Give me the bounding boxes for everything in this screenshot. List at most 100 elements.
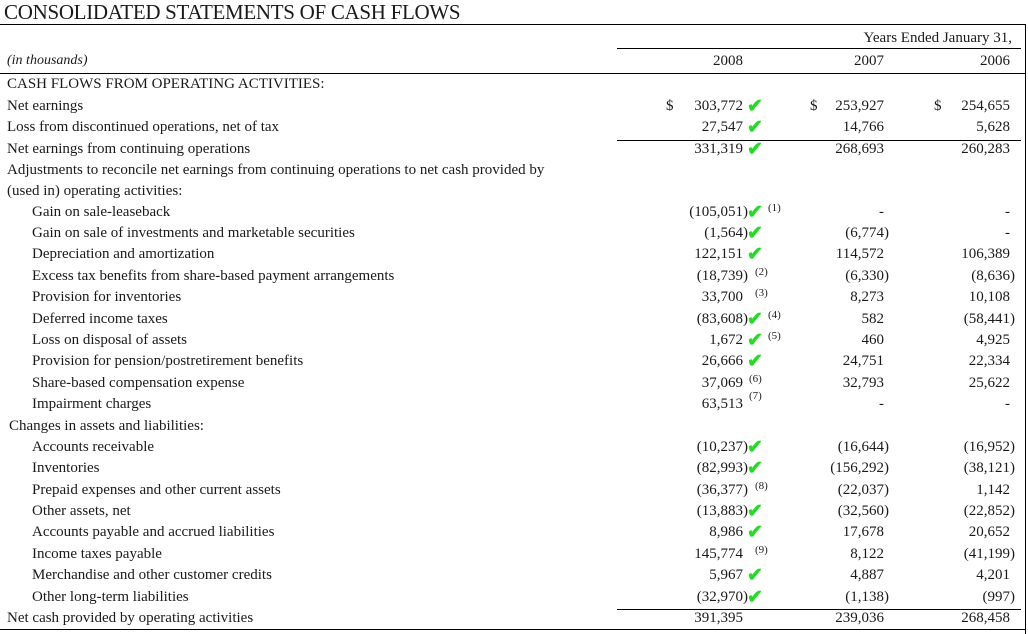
cell-value-2008: 33,700 bbox=[701, 289, 743, 305]
table-cell: - bbox=[900, 396, 1010, 413]
table-cell: 239,036 bbox=[774, 610, 884, 627]
table-cell: (8,636) bbox=[900, 268, 1015, 285]
period-rule bbox=[617, 48, 1021, 49]
total-rule bbox=[617, 609, 1021, 610]
table-cell: 268,693 bbox=[774, 141, 884, 158]
table-cell: (1,564) bbox=[633, 225, 748, 242]
cell-value-2008: (36,377) bbox=[696, 482, 748, 498]
title-rule bbox=[0, 24, 1026, 25]
checkmark-icon: ✔ bbox=[747, 437, 763, 458]
cell-value-2006: 25,622 bbox=[968, 375, 1010, 391]
subtotal-rule bbox=[617, 140, 1021, 141]
cell-value-2008: (82,993) bbox=[696, 460, 748, 476]
table-cell: (32,970) bbox=[633, 589, 748, 606]
table-cell: 32,793 bbox=[774, 375, 884, 392]
table-row: Accounts receivable (10,237) (16,644) (16,9… bbox=[0, 437, 1028, 460]
row-label: (used in) operating activities: bbox=[7, 183, 183, 199]
table-cell: 253,927 bbox=[774, 98, 884, 115]
checkmark-icon: ✔ bbox=[747, 351, 763, 372]
table-cell: (105,051) bbox=[633, 204, 748, 221]
table-row: CASH FLOWS FROM OPERATING ACTIVITIES: bbox=[0, 76, 1028, 97]
table-row: Loss on disposal of assets 1,672 460 4,925 ✔… bbox=[0, 330, 1028, 353]
row-label: Merchandise and other customer credits bbox=[32, 567, 272, 583]
unit-label: (in thousands) bbox=[7, 53, 88, 68]
table-row: Excess tax benefits from share-based pay… bbox=[0, 266, 1028, 289]
table-cell: 26,666 bbox=[633, 353, 743, 370]
cell-value-2006: 4,925 bbox=[976, 332, 1010, 348]
table-cell: (6,774) bbox=[774, 225, 889, 242]
cell-value-2006: 22,334 bbox=[968, 353, 1010, 369]
table-cell: 4,887 bbox=[774, 567, 884, 584]
row-label: CASH FLOWS FROM OPERATING ACTIVITIES: bbox=[7, 76, 325, 92]
table-cell: 4,201 bbox=[900, 567, 1010, 584]
bottom-rule bbox=[0, 629, 1026, 630]
cell-value-2006: (997) bbox=[982, 589, 1016, 605]
table-cell: (16,952) bbox=[900, 439, 1015, 456]
row-label: Excess tax benefits from share-based pay… bbox=[32, 268, 395, 284]
cell-value-2007: (6,774) bbox=[845, 225, 889, 241]
cell-value-2006: (22,852) bbox=[963, 503, 1015, 519]
year-2007-header: 2007 bbox=[854, 53, 884, 69]
table-cell: (10,237) bbox=[633, 439, 748, 456]
cell-value-2008: 5,967 bbox=[709, 567, 743, 583]
table-row: Changes in assets and liabilities: bbox=[0, 418, 1028, 439]
table-row: (used in) operating activities: bbox=[0, 183, 1028, 204]
footnote-marker: (9) bbox=[755, 544, 768, 556]
row-label: Income taxes payable bbox=[32, 546, 162, 562]
table-cell: 20,652 bbox=[900, 524, 1010, 541]
table-cell: 122,151 bbox=[633, 246, 743, 263]
checkmark-icon: ✔ bbox=[747, 244, 763, 265]
cell-value-2008: (13,883) bbox=[696, 503, 748, 519]
period-label: Years Ended January 31, bbox=[863, 30, 1012, 46]
dollar-sign: $ bbox=[666, 98, 674, 114]
table-cell: 4,925 bbox=[900, 332, 1010, 349]
table-row: Merchandise and other customer credits 5,… bbox=[0, 565, 1028, 588]
cell-value-2007: (6,330) bbox=[845, 268, 889, 284]
cell-value-2006: 4,201 bbox=[976, 567, 1010, 583]
row-label: Net cash provided by operating activitie… bbox=[7, 610, 254, 626]
page-title: CONSOLIDATED STATEMENTS OF CASH FLOWS bbox=[4, 0, 461, 24]
table-row: Income taxes payable 145,774 8,122 (41,199)… bbox=[0, 544, 1028, 567]
table-row: Inventories (82,993) (156,292) (38,121) ✔ bbox=[0, 458, 1028, 481]
row-label: Loss from discontinued operations, net o… bbox=[7, 119, 280, 135]
cell-value-2008: 8,986 bbox=[709, 524, 743, 540]
cell-value-2008: (105,051) bbox=[689, 204, 748, 220]
cell-value-2007: 8,122 bbox=[850, 546, 884, 562]
table-cell: 33,700 bbox=[633, 289, 743, 306]
cell-value-2006: (38,121) bbox=[963, 460, 1015, 476]
row-label: Deferred income taxes bbox=[32, 311, 168, 327]
cell-value-2007: 268,693 bbox=[835, 141, 884, 157]
table-cell: (83,608) bbox=[633, 311, 748, 328]
table-row: Net earnings $ $ $303,772 253,927 254,655 ✔ bbox=[0, 96, 1028, 119]
checkmark-icon: ✔ bbox=[747, 223, 763, 244]
table-cell: 582 bbox=[774, 311, 885, 328]
table-cell: 37,069 bbox=[633, 375, 743, 392]
table-row: Provision for pension/postretirement ben… bbox=[0, 351, 1028, 374]
table-cell: 8,122 bbox=[774, 546, 884, 563]
footnote-marker: (8) bbox=[755, 480, 768, 492]
cell-value-2006: (41,199) bbox=[963, 546, 1015, 562]
table-cell: 22,334 bbox=[900, 353, 1010, 370]
row-label: Depreciation and amortization bbox=[32, 246, 215, 262]
cell-value-2007: 582 bbox=[861, 311, 885, 327]
table-cell: (32,560) bbox=[774, 503, 889, 520]
cell-value-2007: 8,273 bbox=[850, 289, 884, 305]
row-label: Net earnings bbox=[7, 98, 84, 114]
footnote-marker: (4) bbox=[768, 309, 781, 321]
checkmark-icon: ✔ bbox=[747, 96, 763, 117]
cell-value-2008: 145,774 bbox=[694, 546, 743, 562]
cell-value-2006: 106,389 bbox=[961, 246, 1010, 262]
table-cell: (36,377) bbox=[633, 482, 748, 499]
row-label: Accounts receivable bbox=[32, 439, 155, 455]
cell-value-2007: (16,644) bbox=[837, 439, 889, 455]
row-label: Gain on sale of investments and marketab… bbox=[32, 225, 355, 241]
table-cell: 331,319 bbox=[633, 141, 743, 158]
table-cell: (41,199) bbox=[900, 546, 1015, 563]
cell-value-2008: (18,739) bbox=[696, 268, 748, 284]
row-label: Provision for pension/postretirement ben… bbox=[32, 353, 304, 369]
cell-value-2006: 5,628 bbox=[976, 119, 1010, 135]
table-cell: 24,751 bbox=[774, 353, 884, 370]
cell-value-2007: - bbox=[879, 396, 884, 412]
checkmark-icon: ✔ bbox=[747, 565, 763, 586]
footnote-marker: (1) bbox=[768, 202, 781, 214]
